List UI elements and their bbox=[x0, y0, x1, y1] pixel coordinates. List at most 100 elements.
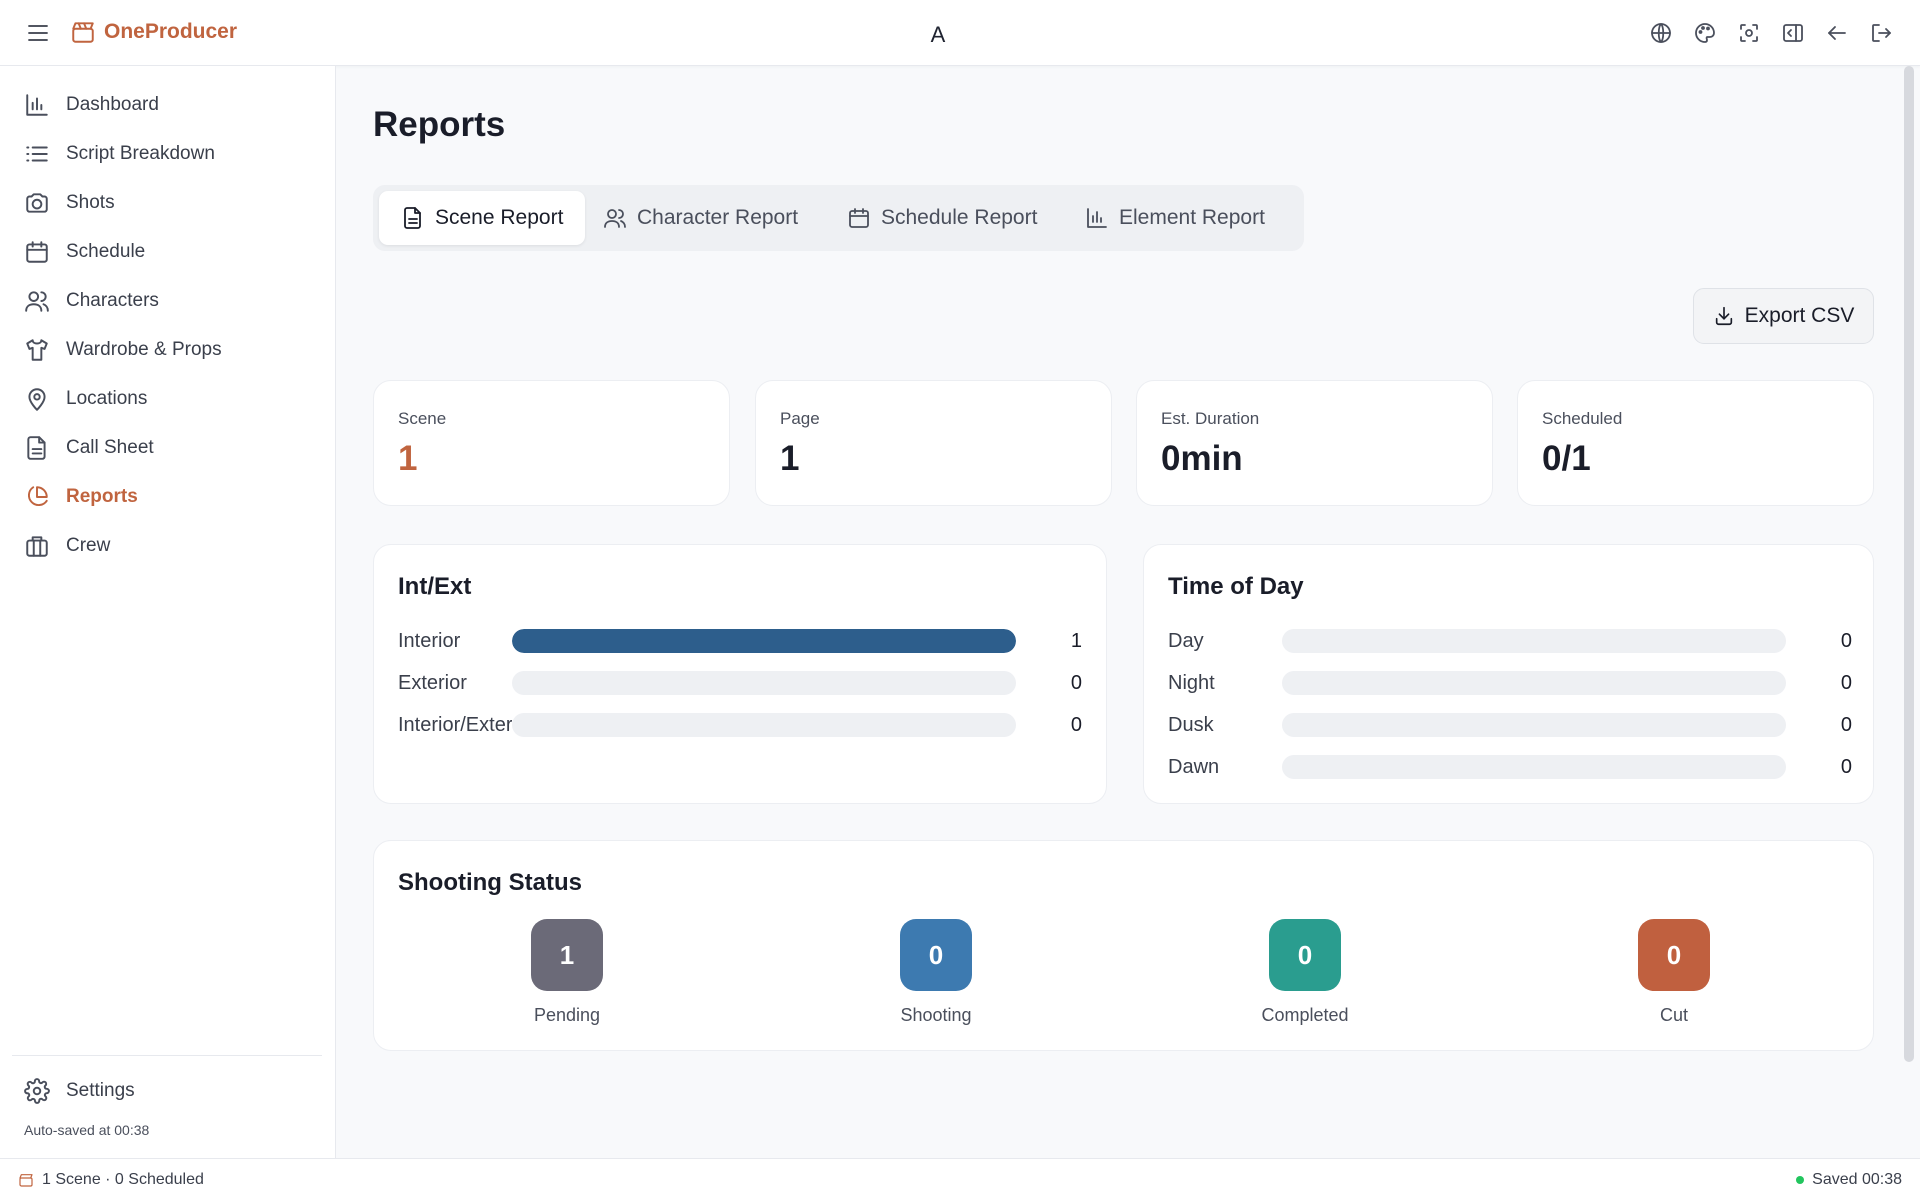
sidebar-item-label: Dashboard bbox=[66, 93, 159, 115]
autosave-status: Auto-saved at 00:38 bbox=[24, 1122, 150, 1138]
bar-chart-icon bbox=[24, 92, 50, 118]
panel-title: Shooting Status bbox=[398, 869, 582, 896]
settings-label: Settings bbox=[66, 1079, 135, 1101]
sidebar-item-wardrobe-props[interactable]: Wardrobe & Props bbox=[0, 325, 336, 374]
shirt-icon bbox=[24, 337, 50, 363]
bar-track bbox=[1282, 671, 1786, 695]
palette-icon[interactable] bbox=[1692, 18, 1718, 48]
focus-mode-icon[interactable] bbox=[1736, 18, 1762, 48]
panel-toggle-icon[interactable] bbox=[1780, 18, 1806, 48]
tab-character-report[interactable]: Character Report bbox=[581, 191, 820, 245]
document-icon bbox=[24, 435, 50, 461]
app-name: OneProducer bbox=[104, 20, 238, 43]
bar-row: Interior 1 bbox=[398, 626, 1082, 656]
top-bar: OneProducer A bbox=[0, 0, 1920, 66]
bar-fill bbox=[512, 629, 1016, 653]
bar-label: Dusk bbox=[1168, 713, 1214, 736]
status-badge: 0 bbox=[1638, 919, 1710, 991]
stat-value: 0/1 bbox=[1542, 439, 1591, 478]
app-logo[interactable]: OneProducer bbox=[70, 19, 237, 45]
sidebar-item-call-sheet[interactable]: Call Sheet bbox=[0, 423, 336, 472]
sidebar-item-script-breakdown[interactable]: Script Breakdown bbox=[0, 129, 336, 178]
bar-label: Exterior bbox=[398, 671, 467, 694]
main-content: Reports Scene Report Character Report Sc… bbox=[337, 67, 1907, 1158]
stat-card-scheduled: Scheduled 0/1 bbox=[1517, 380, 1874, 506]
settings-section: Settings bbox=[0, 1066, 336, 1115]
bar-track bbox=[512, 713, 1016, 737]
bar-label: Night bbox=[1168, 671, 1215, 694]
bar-row: Night 0 bbox=[1168, 668, 1852, 698]
stat-label: Page bbox=[780, 409, 820, 428]
status-pending: 1 Pending bbox=[507, 919, 627, 1026]
bar-count: 1 bbox=[1070, 629, 1082, 652]
status-badge: 0 bbox=[1269, 919, 1341, 991]
sidebar-item-shots[interactable]: Shots bbox=[0, 178, 336, 227]
download-icon bbox=[1713, 305, 1735, 327]
back-arrow-icon[interactable] bbox=[1824, 18, 1850, 48]
globe-icon[interactable] bbox=[1648, 18, 1674, 48]
main-scrollbar[interactable] bbox=[1904, 66, 1914, 1062]
sidebar-item-characters[interactable]: Characters bbox=[0, 276, 336, 325]
stat-card-est-duration: Est. Duration 0min bbox=[1136, 380, 1493, 506]
bar-track bbox=[1282, 629, 1786, 653]
bar-count: 0 bbox=[1840, 671, 1852, 694]
tab-element-report[interactable]: Element Report bbox=[1063, 191, 1287, 245]
bar-label: Day bbox=[1168, 629, 1204, 652]
sidebar-nav: Dashboard Script Breakdown Shots Schedul… bbox=[0, 80, 336, 570]
bar-count: 0 bbox=[1070, 671, 1082, 694]
time-of-day-panel: Time of Day Day 0 Night 0 Dusk 0 Dawn 0 bbox=[1143, 544, 1874, 804]
document-icon bbox=[401, 206, 425, 230]
bar-track bbox=[1282, 713, 1786, 737]
shooting-status-panel: Shooting Status 1 Pending 0 Shooting 0 C… bbox=[373, 840, 1874, 1051]
status-bar: 1 Scene · 0 Scheduled Saved 00:38 bbox=[0, 1158, 1920, 1200]
clapperboard-icon bbox=[70, 19, 96, 45]
calendar-icon bbox=[847, 206, 871, 230]
top-actions bbox=[1648, 18, 1894, 48]
map-pin-icon bbox=[24, 386, 50, 412]
sidebar-item-crew[interactable]: Crew bbox=[0, 521, 336, 570]
sidebar-item-label: Characters bbox=[66, 289, 159, 311]
stat-value: 0min bbox=[1161, 439, 1243, 478]
bar-track bbox=[512, 671, 1016, 695]
bar-track bbox=[512, 629, 1016, 653]
sidebar-item-locations[interactable]: Locations bbox=[0, 374, 336, 423]
export-csv-button[interactable]: Export CSV bbox=[1693, 288, 1874, 344]
report-tabs: Scene Report Character Report Schedule R… bbox=[373, 185, 1304, 251]
tab-label: Element Report bbox=[1119, 206, 1265, 229]
sidebar-item-settings[interactable]: Settings bbox=[0, 1066, 336, 1115]
sidebar-item-label: Crew bbox=[66, 534, 111, 556]
sidebar-item-label: Locations bbox=[66, 387, 148, 409]
list-icon bbox=[24, 141, 50, 167]
calendar-icon bbox=[24, 239, 50, 265]
status-cut: 0 Cut bbox=[1614, 919, 1734, 1026]
sidebar-divider bbox=[12, 1055, 322, 1056]
int-ext-panel: Int/Ext Interior 1 Exterior 0 Interior/E… bbox=[373, 544, 1107, 804]
saved-status: Saved 00:38 bbox=[1812, 1171, 1902, 1188]
panel-title: Time of Day bbox=[1168, 573, 1304, 600]
sidebar-item-label: Schedule bbox=[66, 240, 146, 262]
sidebar-item-reports[interactable]: Reports bbox=[0, 472, 336, 521]
hamburger-menu-icon[interactable] bbox=[24, 20, 52, 46]
camera-icon bbox=[24, 190, 50, 216]
stat-label: Scheduled bbox=[1542, 409, 1623, 428]
sidebar: Dashboard Script Breakdown Shots Schedul… bbox=[0, 66, 336, 1158]
bar-count: 0 bbox=[1070, 713, 1082, 736]
sidebar-item-label: Shots bbox=[66, 191, 115, 213]
stat-label: Est. Duration bbox=[1161, 409, 1260, 428]
sidebar-item-dashboard[interactable]: Dashboard bbox=[0, 80, 336, 129]
sidebar-item-label: Wardrobe & Props bbox=[66, 338, 222, 360]
bar-count: 0 bbox=[1840, 713, 1852, 736]
sidebar-item-label: Call Sheet bbox=[66, 436, 154, 458]
sidebar-item-schedule[interactable]: Schedule bbox=[0, 227, 336, 276]
bar-row: Dawn 0 bbox=[1168, 752, 1852, 782]
users-icon bbox=[603, 206, 627, 230]
tab-schedule-report[interactable]: Schedule Report bbox=[825, 191, 1059, 245]
bar-label: Interior/Exterior bbox=[398, 713, 512, 736]
tab-label: Schedule Report bbox=[881, 206, 1038, 229]
bar-chart-icon bbox=[1085, 206, 1109, 230]
gear-icon bbox=[24, 1077, 50, 1104]
logout-icon[interactable] bbox=[1868, 18, 1894, 48]
footer-right: Saved 00:38 bbox=[1796, 1171, 1902, 1189]
tab-label: Scene Report bbox=[435, 206, 564, 229]
tab-scene-report[interactable]: Scene Report bbox=[379, 191, 586, 245]
